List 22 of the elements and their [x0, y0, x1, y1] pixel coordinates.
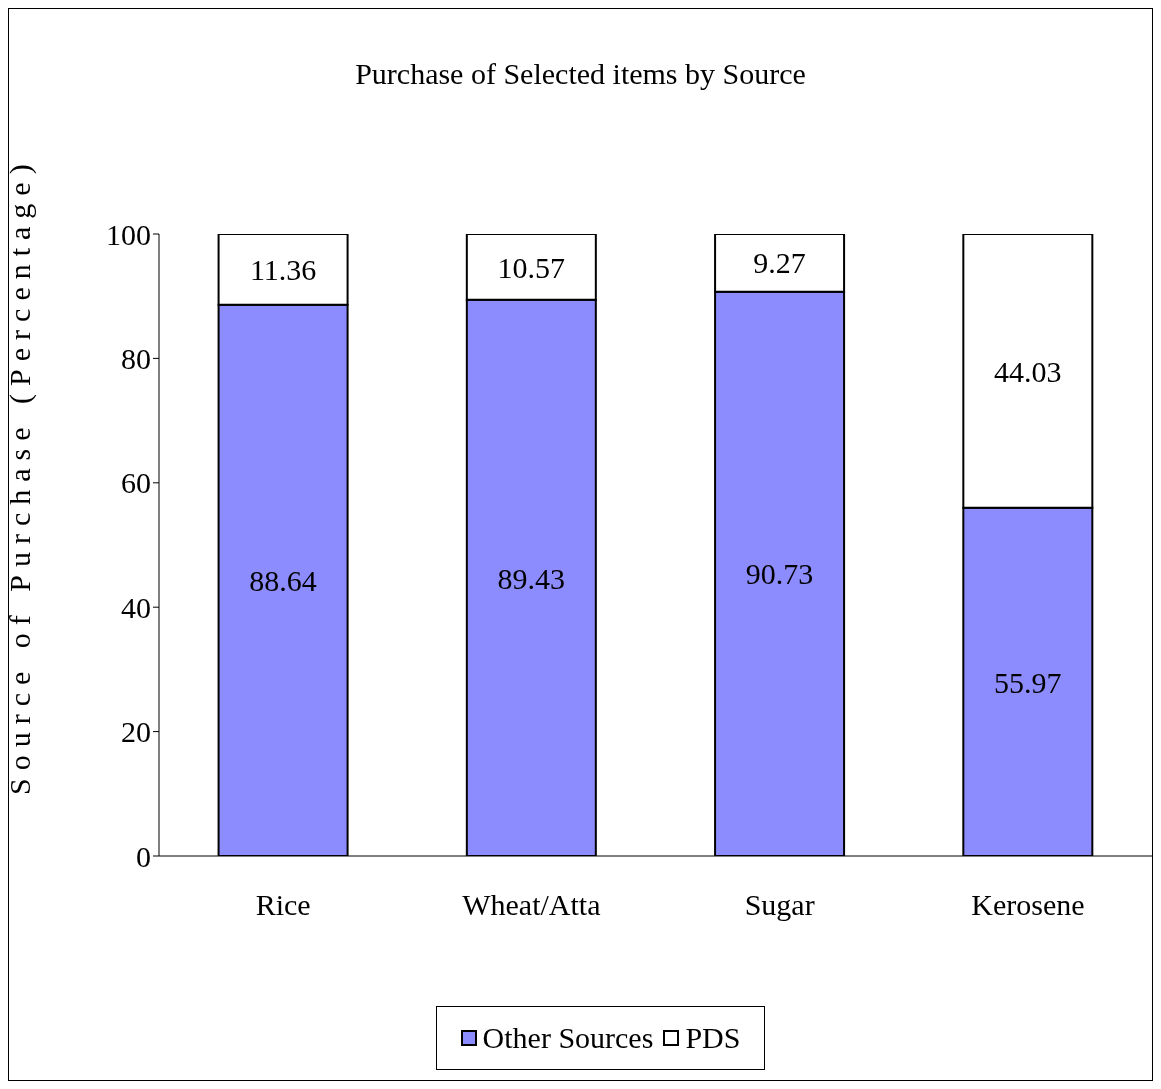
legend-label: Other Sources	[482, 1021, 654, 1055]
y-tick-label: 20	[121, 715, 151, 749]
y-tick-label: 0	[136, 839, 151, 873]
x-tick-label: Sugar	[744, 888, 815, 922]
x-tick-label: Kerosene	[971, 888, 1085, 922]
y-axis-title: Source of Purchase (Percentage)	[2, 156, 37, 795]
x-tick-label: Wheat/Atta	[462, 888, 601, 922]
data-label: 11.36	[249, 252, 317, 286]
data-label: 10.57	[497, 250, 566, 284]
data-label: 55.97	[994, 665, 1062, 699]
chart-title: Purchase of Selected items by Source	[354, 57, 807, 91]
data-label: 88.64	[249, 563, 317, 597]
x-tick-label: Rice	[255, 888, 311, 922]
data-label: 9.27	[753, 246, 806, 280]
y-tick-label: 80	[121, 342, 151, 376]
y-tick-label: 60	[121, 466, 151, 500]
data-label: 89.43	[497, 561, 566, 595]
data-label: 90.73	[745, 557, 814, 591]
y-tick-label: 40	[121, 590, 151, 624]
legend-label: PDS	[685, 1021, 741, 1055]
data-label: 44.03	[994, 354, 1062, 388]
y-tick-label: 100	[106, 217, 151, 251]
